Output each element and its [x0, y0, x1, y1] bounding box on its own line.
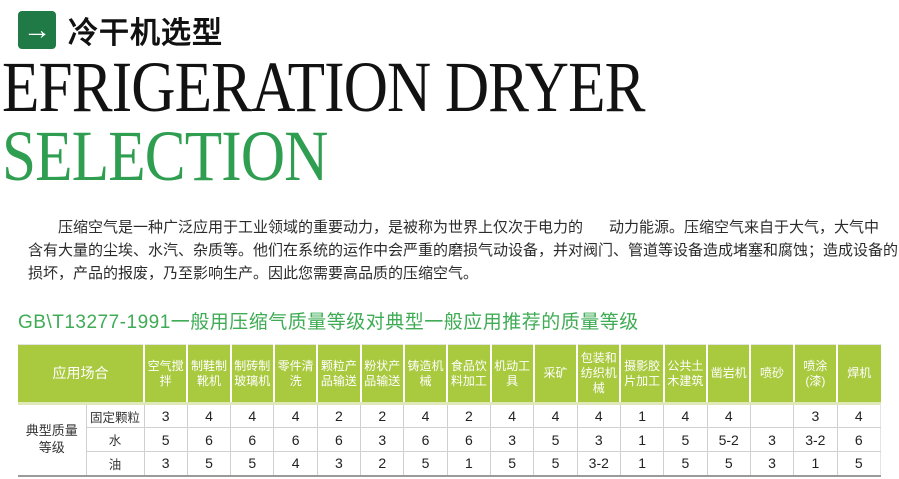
table-cell — [749, 403, 795, 429]
table-body: 典型质量等级 固定颗粒 3 4 4 4 2 2 4 2 4 4 4 1 4 4 3 4 水 5 6 6 6 6 3 6 6 3 5 3 1 5… — [18, 403, 881, 477]
column-header: 喷涂(漆) — [792, 344, 837, 406]
table-cell: 2 — [316, 403, 362, 429]
section-header: → 冷干机选型 — [0, 0, 899, 52]
intro-line-2: 含有大量的尘埃、水汽、杂质等。他们在系统的运作中会严重的磨损气动设备，并对阀门、… — [28, 242, 899, 260]
arrow-glyph: → — [23, 14, 51, 45]
table-cell: 3-2 — [576, 451, 621, 477]
table-cell: 4 — [230, 403, 275, 429]
intro-paragraph: 压缩空气是一种广泛应用于工业领域的重要动力，是被称为世界上仅次于电力的 动力能源。… — [28, 216, 899, 285]
table-cell: 4 — [706, 403, 751, 429]
column-header: 摄影胶片加工 — [619, 344, 664, 406]
table-cell: 6 — [230, 427, 275, 453]
table-cell: 5 — [663, 451, 708, 477]
table-cell: 3 — [749, 451, 795, 477]
column-header: 零件清洗 — [272, 344, 318, 406]
table-cell: 6 — [836, 427, 881, 453]
column-header: 机动工具 — [489, 344, 534, 406]
table-cell: 1 — [793, 451, 838, 477]
table-heading: GB\T13277-1991一般用压缩气质量等级对典型一般应用推荐的质量等级 — [18, 312, 639, 334]
table-row: 水 5 6 6 6 6 3 6 6 3 5 3 1 5 5-2 3 3-2 6 — [18, 427, 881, 453]
table-cell: 3-2 — [793, 427, 838, 453]
table-cell: 3 — [143, 403, 188, 429]
column-header: 包装和纺织机械 — [576, 344, 621, 406]
column-header: 采矿 — [532, 344, 578, 406]
intro-line-3: 损坏，产品的报废，乃至影响生产。因此您需要高品质的压缩空气。 — [28, 265, 479, 283]
table-cell: 4 — [273, 403, 318, 429]
row-label: 水 — [85, 427, 145, 453]
table-cell: 4 — [663, 403, 708, 429]
table-cell: 6 — [186, 427, 232, 453]
table-cell: 5 — [663, 427, 708, 453]
column-header: 食品饮料加工 — [446, 344, 491, 406]
table-cell: 6 — [316, 427, 362, 453]
table-cell: 5 — [706, 451, 751, 477]
table-cell: 5 — [403, 451, 448, 477]
table-cell: 5 — [533, 427, 578, 453]
table-cell: 4 — [273, 451, 318, 477]
table-cell: 5 — [143, 427, 188, 453]
table-cell: 5 — [489, 451, 535, 477]
column-header: 空气搅拌 — [142, 344, 188, 406]
table-cell: 4 — [576, 403, 621, 429]
hero-title-line2: SELECTION — [2, 116, 328, 197]
table-cell: 6 — [403, 427, 448, 453]
column-header: 颗粒产品输送 — [316, 344, 361, 406]
column-header: 粉状产品输送 — [359, 344, 404, 406]
column-header: 焊机 — [836, 344, 881, 406]
table-cell: 3 — [360, 427, 405, 453]
table-cell: 3 — [489, 427, 535, 453]
column-header: 凿岩机 — [706, 344, 751, 406]
table-cell: 2 — [360, 451, 405, 477]
table-cell: 1 — [619, 451, 665, 477]
column-header: 制鞋制靴机 — [186, 344, 231, 406]
table-row: 油 3 5 5 4 3 2 5 1 5 5 3-2 1 5 5 3 1 5 — [18, 451, 881, 477]
table-cell: 4 — [403, 403, 448, 429]
column-header: 铸造机械 — [402, 344, 448, 406]
hero-title-line1: EFRIGERATION DRYER — [2, 47, 645, 127]
row-group-label: 典型质量等级 — [18, 403, 87, 477]
table-cell: 4 — [836, 403, 881, 429]
hero-title-block: EFRIGERATION DRYER SELECTION — [0, 47, 899, 197]
table-row: 典型质量等级 固定颗粒 3 4 4 4 2 2 4 2 4 4 4 1 4 4 3 4 — [18, 403, 881, 477]
page-title: 冷干机选型 — [68, 17, 223, 50]
table-cell: 5-2 — [706, 427, 751, 453]
table-cell: 5 — [186, 451, 232, 477]
table-cell: 5 — [230, 451, 275, 477]
table-cell: 3 — [316, 451, 362, 477]
quality-grade-table: 应用场合 空气搅拌 制鞋制靴机 制砖制玻璃机 零件清洗 颗粒产品输送 粉状产品输送 铸造机械… — [18, 344, 881, 477]
table-cell: 3 — [143, 451, 188, 477]
table-cell: 6 — [273, 427, 318, 453]
column-header: 制砖制玻璃机 — [229, 344, 274, 406]
intro-line-1-right: 动力能源。压缩空气来自于大气，大气中 — [609, 219, 880, 237]
table-cell: 2 — [446, 403, 492, 429]
arrow-right-icon: → — [18, 11, 56, 49]
table-cell: 3 — [793, 403, 838, 429]
column-header: 公共土木建筑 — [662, 344, 708, 406]
row-label: 油 — [85, 451, 145, 477]
table-cell: 5 — [836, 451, 881, 477]
table-cell: 1 — [619, 427, 665, 453]
table-cell: 6 — [446, 427, 492, 453]
corner-header-cell: 应用场合 — [18, 344, 144, 406]
row-label: 固定颗粒 — [85, 403, 145, 429]
table-header-row: 应用场合 空气搅拌 制鞋制靴机 制砖制玻璃机 零件清洗 颗粒产品输送 粉状产品输送 铸造机械… — [18, 344, 881, 406]
intro-line-1-left: 压缩空气是一种广泛应用于工业领域的重要动力，是被称为世界上仅次于电力的 — [58, 219, 584, 237]
table-cell: 4 — [489, 403, 535, 429]
table-cell: 4 — [186, 403, 232, 429]
table-cell: 1 — [619, 403, 665, 429]
intro-line-1: 压缩空气是一种广泛应用于工业领域的重要动力，是被称为世界上仅次于电力的 动力能源。… — [28, 216, 881, 239]
table-cell: 1 — [446, 451, 492, 477]
table-cell: 3 — [576, 427, 621, 453]
table-cell: 3 — [749, 427, 795, 453]
table-cell: 5 — [533, 451, 578, 477]
table-cell: 2 — [360, 403, 405, 429]
column-header: 喷砂 — [749, 344, 794, 406]
table-cell: 4 — [533, 403, 578, 429]
